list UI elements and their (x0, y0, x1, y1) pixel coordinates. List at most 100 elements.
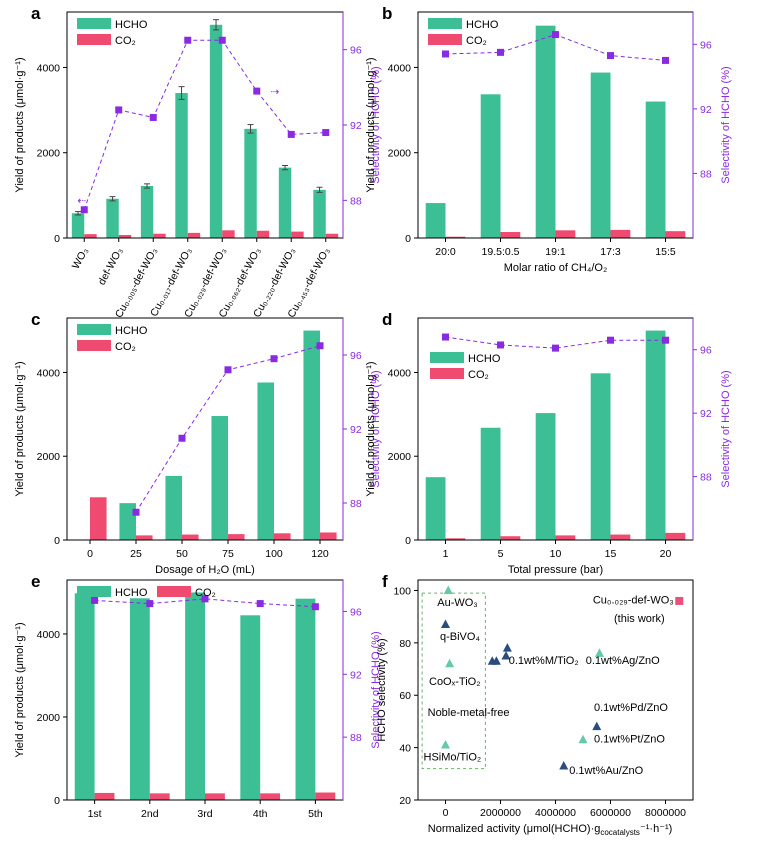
legend-label-co2: CO₂ (115, 35, 136, 47)
scatter-point-triangle (592, 721, 602, 731)
bar-hcho (175, 93, 188, 239)
y2-tick-label: 92 (700, 104, 712, 116)
panel-letter: c (31, 310, 40, 329)
y2-tick-label: 88 (700, 472, 712, 484)
x-tick-label: 8000000 (645, 807, 686, 819)
selectivity-marker (552, 31, 559, 39)
x-tick-label: 75 (222, 548, 234, 560)
legend-label-hcho: HCHO (115, 587, 148, 599)
x-axis-label-sub: cocatalysts (600, 828, 640, 837)
x-tick-label: 15:5 (655, 246, 676, 258)
bar-hcho (71, 213, 85, 238)
scatter-point-triangle (501, 650, 511, 660)
bar-hcho (535, 413, 556, 540)
y-tick-label: 4000 (37, 367, 61, 379)
x-tick-label: 2000000 (480, 807, 521, 819)
y-tick-label: 2000 (37, 148, 61, 160)
y-tick-label: 4000 (37, 62, 61, 74)
selectivity-marker (80, 206, 88, 214)
noble-metal-free-box (421, 592, 486, 770)
x-tick-label: 0 (87, 548, 93, 560)
scatter-point-triangle (445, 658, 455, 668)
bar-hcho (209, 24, 223, 239)
selectivity-marker (442, 333, 449, 341)
legend-label-hcho: HCHO (466, 19, 499, 31)
legend-swatch-hcho (77, 586, 111, 597)
y2-tick-label: 88 (350, 732, 362, 744)
bar-hcho (313, 189, 326, 238)
panel-letter: e (31, 572, 40, 591)
y2-tick-label: 92 (350, 669, 362, 681)
bar-co2 (149, 793, 170, 800)
y-tick-label: 4000 (37, 629, 61, 641)
panel-b: 20:0 19.5:0.5 19:1 17:3 15:5 0 2000 4000 88 92 96 Y… (365, 4, 732, 274)
bar-co2 (445, 236, 466, 238)
selectivity-marker (149, 113, 157, 121)
y-tick-label: 0 (54, 233, 60, 245)
x-tick-label: 17:3 (600, 246, 621, 258)
y-tick-label: 100 (393, 585, 411, 597)
y-tick-label: 2000 (37, 451, 61, 463)
selectivity-marker (322, 129, 330, 137)
legend-label-co2: CO₂ (468, 369, 489, 381)
x-axis-label: Molar ratio of CH₄/O₂ (504, 262, 608, 274)
bar-hcho (74, 593, 95, 800)
panel-letter: f (382, 572, 388, 591)
bar-hcho (480, 427, 501, 540)
y2-tick-label: 96 (700, 345, 712, 357)
bar-hcho (590, 72, 611, 239)
selectivity-marker (224, 366, 232, 374)
bar-hcho (257, 382, 274, 540)
y-tick-label: 0 (405, 535, 411, 547)
x-tick-label: 19:1 (545, 246, 566, 258)
y2-axis-label: Selectivity of HCHO (%) (720, 370, 732, 487)
point-label: Cu₀.₀₂₉-def-WO₃ (593, 595, 674, 607)
legend-label-hcho: HCHO (468, 353, 501, 365)
selectivity-marker (115, 106, 123, 114)
scatter-point-triangle (502, 643, 512, 652)
point-label: 0.1wt%M/TiO₂ (509, 655, 579, 667)
x-tick-label: 120 (311, 548, 329, 560)
selectivity-marker (442, 50, 449, 58)
bar-co2 (665, 231, 686, 238)
bar-hcho (295, 598, 316, 800)
y2-tick-label: 96 (700, 39, 712, 51)
y-tick-label: 40 (399, 743, 411, 755)
bar-co2 (500, 536, 521, 540)
y2-tick-label: 88 (700, 168, 712, 180)
x-axis-label-tail: ⁻¹·h⁻¹) (640, 823, 672, 835)
x-tick-label: 5th (308, 808, 323, 820)
y-axis-label: Yield of products (μmol·g⁻¹) (14, 361, 26, 496)
x-axis-label: Normalized activity (μmol(HCHO)·gcocatal… (428, 823, 674, 837)
scatter-point-triangle (441, 619, 450, 629)
y-tick-label: 0 (54, 535, 60, 547)
y2-tick-label: 92 (700, 408, 712, 420)
bar-hcho (185, 592, 205, 800)
bar-co2 (118, 235, 132, 238)
selectivity-marker (201, 595, 209, 603)
scatter-point-triangle (559, 760, 569, 770)
selectivity-marker (662, 336, 669, 344)
y-axis-label: Yield of products (μmol·g⁻¹) (365, 57, 377, 192)
y-axis-label: Yield of products (μmol·g⁻¹) (14, 622, 26, 757)
y2-tick-label: 96 (350, 606, 362, 618)
bar-co2 (315, 792, 336, 800)
legend-swatch-co2 (77, 340, 111, 351)
panel-f: 0 2000000 4000000 6000000 8000000 20 40 60 80 100… (376, 572, 694, 837)
x-tick-label: 6000000 (590, 807, 631, 819)
x-axis-label-main: Normalized activity (μmol(HCHO)·g (428, 823, 601, 835)
bar-co2 (136, 535, 153, 540)
bar-co2 (325, 233, 339, 238)
y-axis-label: HCHO selectivity (%) (376, 638, 388, 741)
arrow-right-icon: ⇢ (271, 86, 280, 98)
x-tick-label: 1st (88, 808, 102, 820)
x-tick-label: 4th (253, 808, 268, 820)
y-tick-label: 2000 (37, 712, 61, 724)
x-tick-label: WO₃ (70, 246, 91, 271)
selectivity-marker (256, 600, 264, 608)
bar-hcho (119, 503, 136, 540)
selectivity-marker (178, 434, 186, 442)
scatter-point-triangle (443, 585, 453, 594)
